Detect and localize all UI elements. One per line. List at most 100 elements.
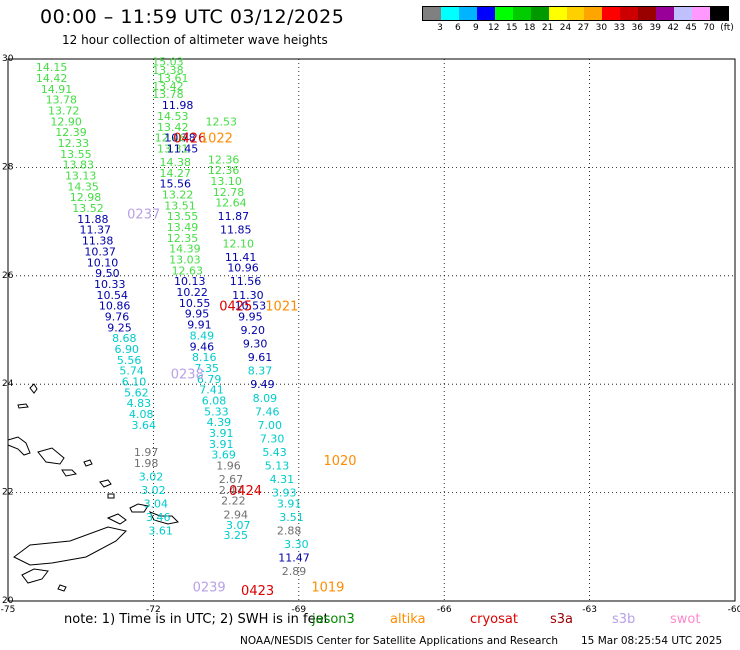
x-tick-label: -66	[437, 605, 452, 615]
pass-time-label: 0423	[241, 584, 274, 599]
wave-height-value: 13.31	[157, 142, 189, 155]
legend-label: 6	[455, 23, 461, 33]
wave-height-value: 10.55	[179, 297, 211, 310]
wave-height-value: 4.83	[127, 397, 152, 410]
wave-height-value: 12.36	[208, 164, 240, 177]
wave-height-value: 13.13	[65, 170, 97, 183]
legend-swatch	[566, 7, 585, 20]
legend-labels: 3 6 9 12 15 18 21 24 27 30 33 36 39 42 45 70 (ft)	[422, 21, 740, 35]
wave-height-value: 5.13	[265, 460, 290, 473]
wave-height-value: 13.49	[167, 221, 199, 234]
wave-height-value: 9.91	[187, 319, 212, 332]
pass-time-label: 0426	[173, 132, 206, 147]
map-frame	[7, 58, 736, 602]
legend-label: 36	[631, 23, 644, 33]
legend-label: (ft)	[720, 23, 734, 33]
wave-height-value: 2.22	[221, 495, 246, 508]
page-subtitle: 12 hour collection of altimeter wave hei…	[62, 33, 328, 47]
legend-swatch	[458, 7, 477, 20]
wave-height-value: 14.39	[169, 243, 201, 256]
legend-label: 15	[505, 23, 518, 33]
wave-height-value: 1.97	[134, 446, 159, 459]
wave-height-value: 11.41	[225, 251, 257, 264]
wave-height-value: 12.53	[206, 115, 238, 128]
pass-time-label: 0239	[193, 580, 226, 595]
wave-height-value: 6.90	[114, 343, 139, 356]
wave-height-value: 13.42	[157, 121, 189, 134]
wave-height-value: 12.63	[172, 264, 204, 277]
x-tick-label: -63	[582, 605, 597, 615]
wave-height-value: 11.85	[220, 224, 252, 237]
wave-height-value: 15.56	[159, 178, 191, 191]
wave-height-value: 12.39	[55, 126, 87, 139]
wave-height-value: 1.98	[134, 457, 159, 470]
wave-height-value: 8.49	[190, 329, 215, 342]
wave-height-value: 10.78	[164, 132, 196, 145]
wave-height-value: 3.07	[226, 519, 251, 532]
y-tick-label: 28	[2, 162, 14, 172]
wave-height-value: 14.15	[36, 61, 68, 74]
legend-label: 70	[703, 23, 715, 33]
wave-height-value: 14.35	[67, 180, 99, 193]
coastline	[37, 447, 65, 465]
wave-height-value: 4.31	[270, 473, 295, 486]
page-title: 00:00 – 11:59 UTC 03/12/2025	[40, 6, 345, 28]
wave-height-value: 1.96	[216, 460, 241, 473]
wave-height-value: 14.91	[41, 83, 73, 96]
wave-height-value: 9.50	[95, 267, 120, 280]
wave-height-value: 11.38	[82, 235, 114, 248]
legend-swatch	[476, 7, 495, 20]
wave-height-value: 7.46	[255, 405, 280, 418]
wave-height-value: 4.39	[207, 416, 232, 429]
wave-height-value: 5.56	[117, 354, 142, 367]
wave-height-value: 2.88	[277, 525, 302, 538]
pass-time-label: 0238	[171, 367, 204, 382]
color-legend: 3 6 9 12 15 18 21 24 27 30 33 36 39 42 45 70 (ft)	[422, 6, 740, 35]
wave-height-value: 9.49	[250, 378, 275, 391]
coastline	[17, 403, 29, 409]
wave-height-value: 13.61	[157, 72, 189, 85]
coastline	[148, 511, 180, 525]
wave-height-value: 11.30	[232, 289, 264, 302]
wave-height-value: 10.22	[176, 286, 208, 299]
wave-height-value: 13.55	[167, 210, 199, 223]
wave-height-value: 13.78	[152, 88, 184, 101]
wave-height-value: 14.27	[159, 167, 191, 180]
wave-height-value: 7.35	[194, 362, 219, 375]
legend-swatch	[710, 7, 728, 20]
wave-height-value: 12.10	[222, 237, 254, 250]
legend-color-bar	[422, 6, 729, 21]
coastline	[7, 436, 31, 456]
coastline	[106, 513, 127, 525]
satellite-name: s3b	[612, 612, 636, 627]
wave-height-value: 3.02	[139, 470, 164, 483]
legend-swatch	[584, 7, 603, 20]
wave-height-value: 3.93	[272, 487, 297, 500]
wave-height-value: 7.00	[257, 419, 282, 432]
legend-label: 27	[577, 23, 590, 33]
wave-height-value: 14.53	[157, 110, 189, 123]
satellite-name: s3a	[550, 612, 574, 627]
legend-label: 9	[472, 23, 479, 33]
coastline	[21, 568, 49, 584]
wave-height-value: 2.89	[282, 565, 307, 578]
wave-height-value: 9.20	[241, 324, 266, 337]
wave-height-value: 9.76	[105, 310, 130, 323]
wave-height-value: 12.90	[50, 115, 82, 128]
wave-height-value: 2.67	[219, 473, 244, 486]
wave-height-value: 9.95	[238, 310, 263, 323]
coastline	[29, 383, 38, 394]
pass-time-label: 0237	[127, 207, 160, 222]
wave-height-value: 3.91	[277, 497, 302, 510]
wave-height-value: 3.04	[144, 497, 169, 510]
coastline	[13, 526, 127, 566]
wave-height-value: 6.79	[197, 373, 222, 386]
wave-height-value: 9.95	[185, 308, 210, 321]
legend-swatch	[620, 7, 639, 20]
wave-height-value: 12.36	[208, 153, 240, 166]
wave-height-value: 13.03	[169, 254, 201, 267]
wave-height-value: 12.98	[70, 191, 102, 204]
wave-height-value: 13.10	[210, 175, 242, 188]
legend-swatch	[674, 7, 693, 20]
